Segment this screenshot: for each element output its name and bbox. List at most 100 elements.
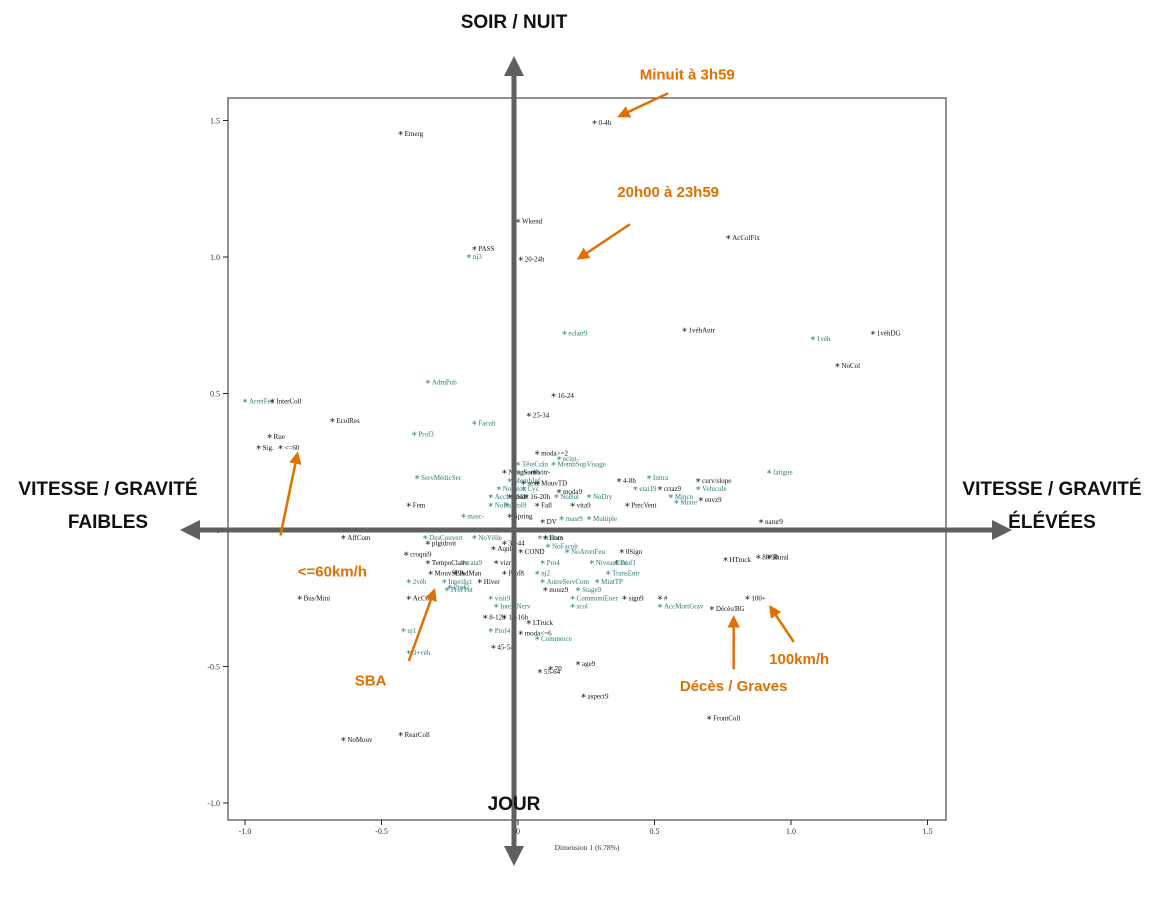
point-marker: *	[540, 518, 545, 529]
point-marker: *	[758, 518, 763, 529]
point-label: masc-	[467, 512, 484, 520]
point-label: Fall	[541, 501, 552, 509]
point-label: Stage9	[582, 586, 602, 594]
point-marker: *	[398, 130, 403, 141]
point-label: 80/90	[762, 553, 778, 561]
point-label: <=60	[284, 444, 299, 452]
point-label: AutreServCom	[547, 578, 590, 586]
point-label: Cyc	[527, 485, 538, 493]
point-label: Pro4	[547, 559, 561, 567]
point-marker: *	[657, 594, 662, 605]
point-marker: *	[267, 433, 272, 444]
point-marker: *	[619, 548, 624, 559]
point-label: Mincn	[675, 493, 694, 501]
point-label: ecint-	[563, 455, 580, 463]
point-label: NoBut	[560, 493, 579, 501]
point-marker: *	[576, 586, 581, 597]
point-label: visit9	[495, 594, 511, 602]
annotation-arrow	[407, 588, 437, 662]
point-label: Aqnl	[497, 545, 511, 553]
point-label: TransEntr	[612, 570, 640, 578]
point-label: 0-4h	[598, 119, 611, 127]
point-marker: *	[341, 736, 346, 747]
point-label: eclair9	[568, 329, 588, 337]
point-label: AcCol	[413, 594, 431, 602]
point-marker: *	[756, 553, 761, 564]
point-marker: *	[745, 594, 750, 605]
point-label: InterColl	[276, 398, 301, 406]
x-tick-label: 1.5	[923, 827, 933, 836]
y-tick-label: 1.5	[210, 117, 220, 126]
point-marker: *	[767, 553, 772, 564]
point-marker: *	[477, 578, 482, 589]
x-tick-label: -1.0	[239, 827, 252, 836]
point-marker: *	[570, 602, 575, 613]
point-marker: *	[502, 469, 507, 480]
point-label: Décès/BG	[716, 605, 745, 613]
point-marker: *	[496, 485, 501, 496]
point-label: Bus/Mini	[304, 594, 331, 602]
point-label: PASS	[478, 245, 494, 253]
y-tick-label: -1.0	[207, 799, 220, 808]
point-marker: *	[425, 540, 430, 551]
point-label: nj3	[473, 253, 482, 261]
point-marker: *	[453, 570, 458, 581]
point-label: scol	[577, 602, 588, 610]
point-marker: *	[502, 613, 507, 624]
point-marker: *	[461, 512, 466, 523]
point-marker: *	[647, 474, 652, 485]
point-marker: *	[535, 570, 540, 581]
x-tick-label: 0	[516, 827, 520, 836]
point-marker: *	[398, 731, 403, 742]
point-marker: *	[537, 534, 542, 545]
point-marker: *	[581, 693, 586, 704]
point-marker: *	[505, 501, 510, 512]
point-label: TempoClaire	[432, 559, 468, 567]
point-label: NoFacult	[552, 542, 578, 550]
point-label: plgtdroit	[432, 540, 456, 548]
point-marker: *	[414, 474, 419, 485]
point-marker: *	[243, 398, 248, 409]
point-label: 20-24h	[525, 256, 545, 264]
point-label: NoMouv	[347, 736, 373, 744]
point-label: AffCom	[347, 534, 371, 542]
point-label: NoDry	[593, 493, 613, 501]
point-label: aspect9	[588, 693, 609, 701]
annotation-arrow	[279, 451, 302, 536]
point-label: ArretFeu	[249, 398, 275, 406]
point-label: age9	[582, 660, 596, 668]
annotations: Minuit à 3h59 20h00 à 23h59 <=60km/h SBA Déc…	[279, 67, 829, 695]
point-label: Autob	[522, 469, 540, 477]
point-label: 2véh	[413, 578, 427, 586]
point-label: 25-34	[533, 411, 550, 419]
point-label: ServMédicSec	[421, 474, 462, 482]
point-label: Sig.	[263, 444, 274, 452]
point-marker: *	[256, 444, 261, 455]
point-label: cata9	[467, 559, 482, 567]
x-tick-label: 1.0	[786, 827, 796, 836]
point-label: AdmPub	[432, 379, 457, 387]
point-marker: *	[532, 469, 537, 480]
point-marker: *	[556, 455, 561, 466]
point-marker: *	[404, 551, 409, 562]
point-label: mouz9	[549, 586, 569, 594]
point-marker: *	[556, 488, 561, 499]
point-marker: *	[535, 450, 540, 461]
point-marker: *	[494, 559, 499, 570]
point-label: sexe	[527, 480, 539, 488]
point-label: vita9	[577, 501, 591, 509]
point-marker: *	[870, 329, 875, 340]
point-marker: *	[586, 493, 591, 504]
point-label: 0Sign	[626, 548, 643, 556]
point-label: Interdict	[448, 578, 472, 586]
point-marker: *	[406, 578, 411, 589]
annotation-arrow	[769, 605, 795, 643]
point-marker: *	[425, 559, 430, 570]
point-label: Prof3	[418, 430, 434, 438]
point-marker: *	[559, 515, 564, 526]
point-marker: *	[341, 534, 346, 545]
point-marker: *	[657, 485, 662, 496]
point-label: Facult	[478, 420, 496, 428]
point-marker: *	[709, 605, 714, 616]
point-label: AcColFix	[732, 234, 760, 242]
